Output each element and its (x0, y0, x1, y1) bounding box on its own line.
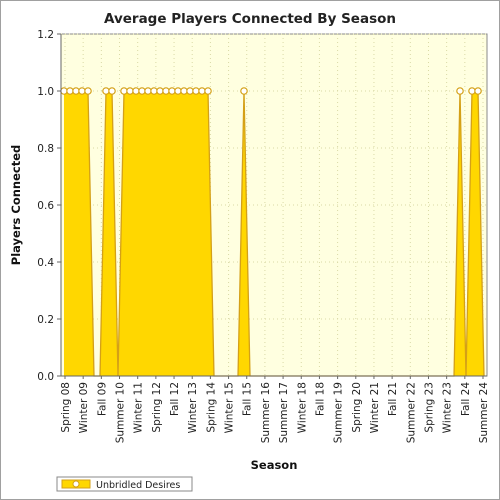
x-tick-label: Fall 12 (169, 382, 181, 416)
x-tick-label: Winter 09 (78, 382, 90, 433)
legend: Unbridled Desires (56, 476, 193, 492)
x-tick-label: Winter 18 (296, 382, 308, 433)
x-tick-label: Summer 10 (115, 382, 127, 443)
data-point-marker (204, 87, 212, 95)
x-tick-label: Spring 12 (151, 382, 163, 433)
data-point-marker (84, 87, 92, 95)
x-tick-label: Fall 24 (460, 382, 472, 416)
data-point-marker (240, 87, 248, 95)
chart-title: Average Players Connected By Season (104, 11, 396, 27)
y-axis-ticks: 0.0 0.2 0.4 0.6 0.8 1.0 1.2 (37, 29, 61, 383)
x-axis-ticks: Spring 08 Winter 09 Fall 09 Summer 10 Winter… (60, 376, 490, 443)
x-tick-label: Fall 15 (242, 382, 254, 416)
legend-box (56, 476, 193, 492)
legend-label: Unbridled Desires (96, 480, 180, 491)
data-point-marker (456, 87, 464, 95)
x-tick-label: Winter 21 (369, 382, 381, 433)
x-tick-label: Spring 23 (423, 382, 435, 433)
y-tick-label: 1.0 (37, 86, 54, 98)
x-tick-label: Spring 20 (351, 382, 363, 433)
x-tick-label: Winter 23 (442, 382, 454, 433)
x-tick-label: Fall 18 (314, 382, 326, 416)
y-tick-label: 1.2 (37, 29, 54, 41)
y-tick-label: 0.2 (37, 314, 54, 326)
x-tick-label: Summer 22 (405, 382, 417, 443)
y-tick-label: 0.8 (37, 143, 54, 155)
legend-marker (72, 480, 80, 488)
x-tick-label: Summer 24 (478, 382, 490, 444)
y-axis-title: Players Connected (9, 145, 23, 265)
series-area (64, 91, 484, 376)
x-tick-label: Winter 15 (224, 382, 236, 433)
x-tick-label: Winter 11 (133, 382, 145, 433)
y-tick-label: 0.4 (37, 257, 54, 269)
data-point-marker (108, 87, 116, 95)
x-axis-title: Season (251, 458, 298, 472)
x-tick-label: Fall 09 (96, 382, 108, 416)
x-tick-label: Spring 08 (60, 382, 72, 433)
y-tick-label: 0.0 (37, 371, 54, 383)
x-tick-label: Winter 13 (187, 382, 199, 433)
x-tick-label: Summer 19 (333, 382, 345, 443)
x-tick-label: Summer 16 (260, 382, 272, 444)
x-tick-label: Summer 17 (278, 382, 290, 443)
data-point-marker (474, 87, 482, 95)
x-tick-label: Fall 21 (387, 382, 399, 416)
x-tick-label: Spring 14 (205, 382, 217, 433)
y-tick-label: 0.6 (37, 200, 54, 212)
